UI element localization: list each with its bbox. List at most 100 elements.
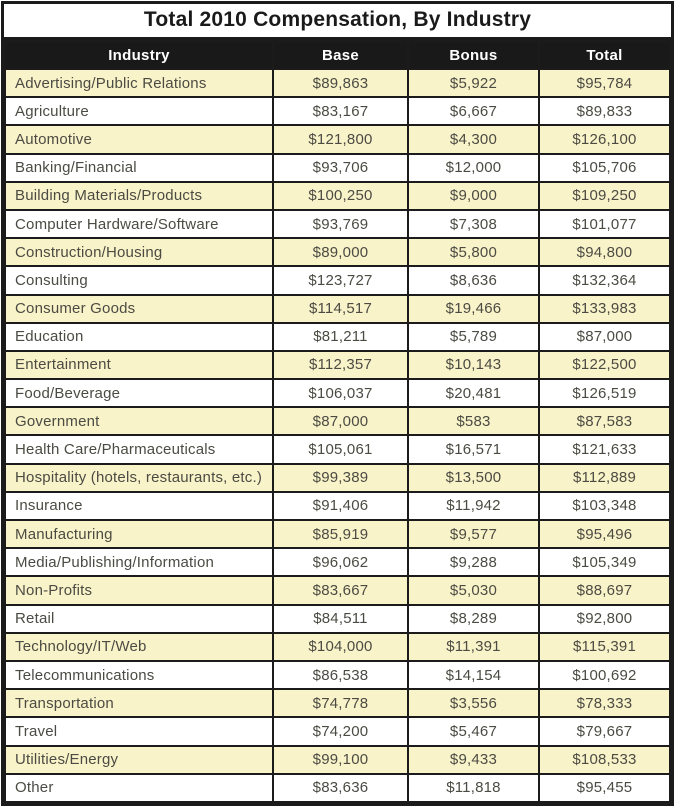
cell-total: $95,784 bbox=[537, 67, 672, 99]
table-row: Health Care/Pharmaceuticals $105,061 $16… bbox=[4, 434, 672, 465]
cell-base: $99,389 bbox=[271, 462, 409, 493]
table-row: Insurance $91,406 $11,942 $103,348 bbox=[4, 490, 672, 522]
table-row: Transportation $74,778 $3,556 $78,333 bbox=[4, 688, 672, 719]
cell-base: $96,062 bbox=[271, 547, 409, 578]
cell-industry: Telecommunications bbox=[4, 659, 274, 691]
table-row: Agriculture $83,167 $6,667 $89,833 bbox=[4, 96, 672, 127]
cell-bonus: $19,466 bbox=[406, 293, 540, 324]
column-header-total: Total bbox=[537, 41, 672, 70]
cell-total: $112,889 bbox=[537, 462, 672, 493]
cell-industry: Advertising/Public Relations bbox=[4, 67, 274, 99]
cell-base: $89,863 bbox=[271, 67, 409, 99]
cell-base: $83,667 bbox=[271, 575, 409, 606]
table-row: Media/Publishing/Information $96,062 $9,… bbox=[4, 547, 672, 578]
cell-bonus: $14,154 bbox=[406, 659, 540, 691]
cell-base: $93,769 bbox=[271, 208, 409, 240]
cell-bonus: $10,143 bbox=[406, 349, 540, 381]
table-row: Other $83,636 $11,818 $95,455 bbox=[4, 772, 672, 804]
table-row: Entertainment $112,357 $10,143 $122,500 bbox=[4, 349, 672, 381]
cell-bonus: $9,000 bbox=[406, 180, 540, 211]
cell-total: $133,983 bbox=[537, 293, 672, 324]
table-row: Advertising/Public Relations $89,863 $5,… bbox=[4, 67, 672, 99]
cell-total: $126,100 bbox=[537, 124, 672, 155]
cell-industry: Media/Publishing/Information bbox=[4, 547, 274, 578]
table-row: Non-Profits $83,667 $5,030 $88,697 bbox=[4, 575, 672, 606]
table-row: Computer Hardware/Software $93,769 $7,30… bbox=[4, 208, 672, 240]
header-row: Industry Base Bonus Total bbox=[4, 41, 672, 70]
cell-base: $83,167 bbox=[271, 96, 409, 127]
cell-industry: Travel bbox=[4, 716, 274, 747]
cell-total: $105,706 bbox=[537, 152, 672, 183]
table-body: Advertising/Public Relations $89,863 $5,… bbox=[4, 67, 672, 804]
cell-total: $101,077 bbox=[537, 208, 672, 240]
cell-industry: Non-Profits bbox=[4, 575, 274, 606]
cell-bonus: $5,922 bbox=[406, 67, 540, 99]
cell-base: $87,000 bbox=[271, 406, 409, 437]
cell-industry: Retail bbox=[4, 603, 274, 634]
cell-total: $95,496 bbox=[537, 518, 672, 550]
cell-industry: Building Materials/Products bbox=[4, 180, 274, 211]
cell-base: $100,250 bbox=[271, 180, 409, 211]
table-header: Industry Base Bonus Total bbox=[4, 41, 672, 70]
cell-base: $86,538 bbox=[271, 659, 409, 691]
cell-total: $126,519 bbox=[537, 378, 672, 409]
cell-base: $81,211 bbox=[271, 321, 409, 352]
cell-bonus: $7,308 bbox=[406, 208, 540, 240]
cell-total: $132,364 bbox=[537, 265, 672, 296]
table-row: Automotive $121,800 $4,300 $126,100 bbox=[4, 124, 672, 155]
cell-base: $84,511 bbox=[271, 603, 409, 634]
cell-base: $74,778 bbox=[271, 688, 409, 719]
table-row: Consumer Goods $114,517 $19,466 $133,983 bbox=[4, 293, 672, 324]
cell-base: $74,200 bbox=[271, 716, 409, 747]
cell-bonus: $11,818 bbox=[406, 772, 540, 804]
cell-bonus: $5,030 bbox=[406, 575, 540, 606]
cell-industry: Insurance bbox=[4, 490, 274, 522]
cell-industry: Construction/Housing bbox=[4, 237, 274, 268]
cell-total: $109,250 bbox=[537, 180, 672, 211]
cell-total: $79,667 bbox=[537, 716, 672, 747]
table-row: Building Materials/Products $100,250 $9,… bbox=[4, 180, 672, 211]
cell-base: $83,636 bbox=[271, 772, 409, 804]
cell-bonus: $5,800 bbox=[406, 237, 540, 268]
cell-bonus: $12,000 bbox=[406, 152, 540, 183]
cell-base: $123,727 bbox=[271, 265, 409, 296]
cell-industry: Government bbox=[4, 406, 274, 437]
table-row: Technology/IT/Web $104,000 $11,391 $115,… bbox=[4, 631, 672, 662]
cell-industry: Computer Hardware/Software bbox=[4, 208, 274, 240]
cell-total: $94,800 bbox=[537, 237, 672, 268]
cell-industry: Agriculture bbox=[4, 96, 274, 127]
cell-industry: Automotive bbox=[4, 124, 274, 155]
column-header-base: Base bbox=[271, 41, 409, 70]
cell-base: $91,406 bbox=[271, 490, 409, 522]
cell-base: $105,061 bbox=[271, 434, 409, 465]
cell-total: $115,391 bbox=[537, 631, 672, 662]
cell-total: $92,800 bbox=[537, 603, 672, 634]
cell-industry: Technology/IT/Web bbox=[4, 631, 274, 662]
cell-bonus: $583 bbox=[406, 406, 540, 437]
cell-industry: Transportation bbox=[4, 688, 274, 719]
cell-base: $99,100 bbox=[271, 744, 409, 775]
column-header-bonus: Bonus bbox=[406, 41, 540, 70]
cell-industry: Health Care/Pharmaceuticals bbox=[4, 434, 274, 465]
cell-industry: Manufacturing bbox=[4, 518, 274, 550]
cell-base: $104,000 bbox=[271, 631, 409, 662]
cell-base: $114,517 bbox=[271, 293, 409, 324]
table-row: Telecommunications $86,538 $14,154 $100,… bbox=[4, 659, 672, 691]
table-row: Hospitality (hotels, restaurants, etc.) … bbox=[4, 462, 672, 493]
cell-total: $88,697 bbox=[537, 575, 672, 606]
cell-total: $108,533 bbox=[537, 744, 672, 775]
table-title: Total 2010 Compensation, By Industry bbox=[4, 4, 671, 41]
cell-industry: Banking/Financial bbox=[4, 152, 274, 183]
table-row: Utilities/Energy $99,100 $9,433 $108,533 bbox=[4, 744, 672, 775]
cell-bonus: $8,289 bbox=[406, 603, 540, 634]
compensation-table: Industry Base Bonus Total Advertising/Pu… bbox=[4, 41, 672, 804]
cell-bonus: $3,556 bbox=[406, 688, 540, 719]
cell-bonus: $11,391 bbox=[406, 631, 540, 662]
cell-bonus: $16,571 bbox=[406, 434, 540, 465]
cell-total: $122,500 bbox=[537, 349, 672, 381]
cell-total: $103,348 bbox=[537, 490, 672, 522]
cell-bonus: $9,577 bbox=[406, 518, 540, 550]
cell-total: $121,633 bbox=[537, 434, 672, 465]
